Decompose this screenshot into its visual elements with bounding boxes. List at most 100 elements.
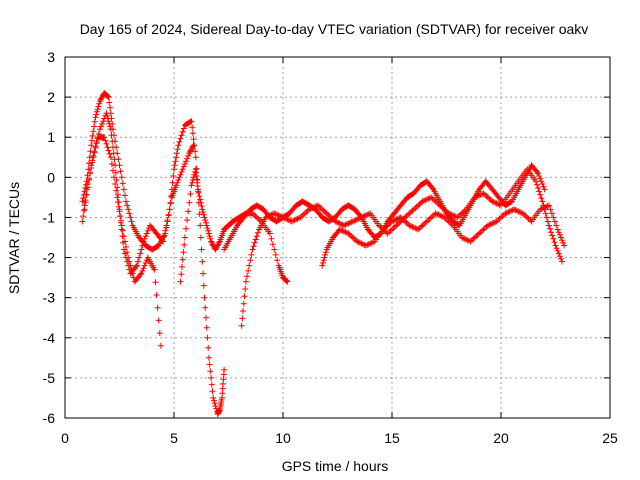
data-point — [156, 232, 158, 235]
data-point — [203, 297, 206, 299]
data-point — [426, 220, 428, 223]
data-point — [413, 208, 415, 210]
data-point — [326, 248, 328, 251]
data-point — [236, 224, 238, 227]
data-point — [90, 164, 92, 166]
data-point — [421, 200, 424, 202]
data-point — [511, 200, 513, 202]
data-point — [563, 244, 565, 247]
data-point — [522, 212, 524, 214]
data-point — [81, 220, 83, 223]
data-point — [136, 265, 138, 267]
data-point — [197, 188, 199, 190]
data-point — [208, 357, 210, 359]
data-point — [561, 261, 563, 263]
data-point — [103, 136, 105, 138]
data-point — [171, 196, 173, 198]
data-point — [190, 120, 192, 122]
x-tick-label: 15 — [384, 430, 400, 446]
data-point — [308, 204, 310, 206]
series-trace-g — [319, 202, 568, 269]
data-point — [328, 220, 330, 223]
data-point — [121, 224, 123, 227]
data-point — [223, 369, 225, 371]
data-point — [249, 208, 251, 210]
data-point — [227, 224, 230, 227]
data-point — [97, 136, 99, 138]
data-point — [230, 236, 232, 239]
y-tick-label: 3 — [47, 49, 55, 65]
data-point — [535, 180, 537, 182]
data-point — [491, 200, 493, 202]
data-point — [352, 220, 354, 223]
data-point — [147, 257, 149, 259]
data-point — [321, 216, 323, 218]
data-point — [243, 216, 245, 218]
y-tick-label: 1 — [47, 129, 55, 145]
data-point — [223, 248, 225, 251]
data-point — [219, 409, 221, 411]
data-point — [367, 228, 369, 231]
data-point — [125, 200, 127, 202]
data-point — [347, 204, 349, 206]
data-point — [251, 248, 254, 251]
data-point — [241, 325, 243, 327]
data-point — [286, 281, 288, 283]
data-point — [232, 220, 234, 223]
data-point — [84, 208, 86, 210]
data-point — [182, 168, 184, 170]
data-point — [356, 240, 358, 243]
y-tick-label: -1 — [43, 209, 56, 225]
data-point — [413, 192, 415, 194]
data-point — [99, 128, 101, 130]
data-point — [404, 216, 406, 218]
data-point — [387, 232, 389, 235]
data-point — [408, 224, 410, 227]
data-point — [134, 281, 136, 283]
data-point — [400, 204, 402, 206]
data-point — [395, 224, 397, 227]
data-point — [315, 208, 317, 210]
data-point — [452, 220, 454, 223]
data-point — [114, 164, 116, 166]
plot-frame — [64, 56, 611, 419]
data-point — [491, 188, 493, 190]
data-point — [487, 224, 489, 227]
data-point — [321, 265, 323, 267]
y-tick-label: 0 — [47, 169, 55, 185]
data-point — [537, 172, 539, 174]
data-point — [112, 128, 114, 130]
y-tick-label: -2 — [43, 250, 56, 266]
data-point — [393, 212, 395, 214]
data-point — [221, 397, 223, 399]
data-point — [103, 92, 105, 94]
data-point — [190, 184, 192, 186]
data-point — [513, 208, 515, 210]
data-point — [369, 212, 371, 214]
data-point — [251, 212, 254, 214]
data-point — [269, 232, 271, 235]
x-tick-label: 20 — [493, 430, 509, 446]
data-point — [223, 228, 225, 231]
data-point — [302, 200, 304, 202]
data-point — [149, 224, 151, 227]
data-point — [374, 240, 376, 243]
data-point — [238, 216, 240, 218]
data-point — [278, 265, 280, 267]
data-point — [118, 164, 121, 166]
data-point — [509, 192, 511, 194]
axis-ticks: 0 5 10 15 20 25 -6 -5 -4 -3 -2 -1 0 1 2 3 — [43, 49, 618, 446]
data-point — [548, 204, 550, 206]
data-point — [193, 144, 195, 146]
data-point — [179, 281, 182, 283]
data-point — [164, 232, 166, 235]
data-point — [334, 220, 336, 223]
data-point — [299, 216, 301, 218]
data-point — [347, 232, 349, 235]
x-axis-label: GPS time / hours — [282, 458, 389, 474]
data-point — [177, 144, 179, 146]
series-trace-b — [79, 90, 197, 253]
data-point — [214, 248, 216, 251]
